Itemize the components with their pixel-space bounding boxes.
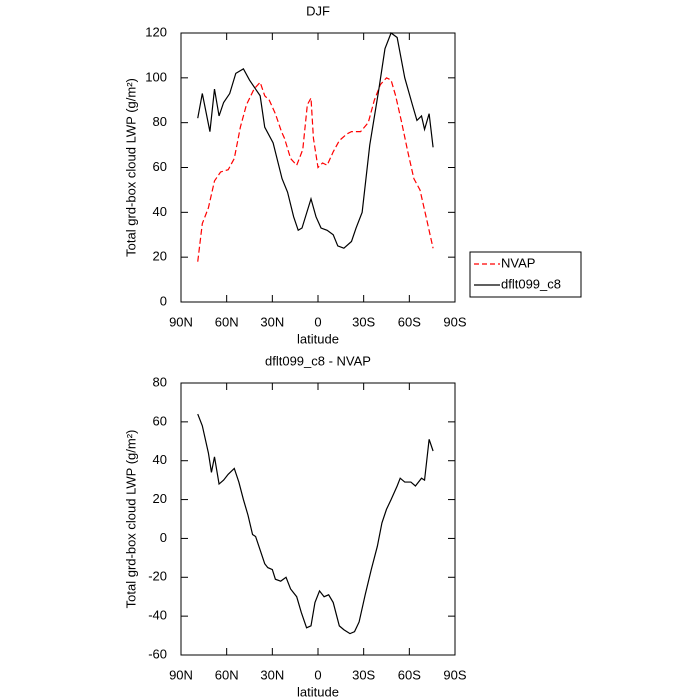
data-line [197, 77, 434, 262]
y-tick-label: 0 [160, 293, 167, 308]
y-tick-label: -60 [148, 646, 167, 661]
y-tick-label: 80 [153, 114, 167, 129]
y-tick-label: -40 [148, 608, 167, 623]
y-tick-label: 120 [145, 24, 167, 39]
plot-frame [180, 382, 456, 656]
y-tick-label: 20 [153, 491, 167, 506]
y-tick-label: 40 [153, 204, 167, 219]
y-tick-label: 60 [153, 413, 167, 428]
x-tick-label: 0 [314, 667, 321, 682]
x-tick-label: 30N [260, 667, 284, 682]
x-tick-label: 30S [352, 667, 375, 682]
x-tick-label: 30N [260, 314, 284, 329]
legend-box [469, 251, 582, 298]
y-tick-label: 0 [160, 530, 167, 545]
legend-label: NVAP [501, 255, 535, 270]
x-tick-label: 60S [398, 667, 421, 682]
y-tick-label: 80 [153, 374, 167, 389]
y-tick-label: 60 [153, 159, 167, 174]
legend-label: dflt099_c8 [501, 276, 561, 291]
x-tick-label: 30S [352, 314, 375, 329]
x-tick-label: 90S [443, 667, 466, 682]
x-axis-label: latitude [297, 331, 339, 346]
x-tick-label: 60N [215, 314, 239, 329]
x-tick-label: 90N [169, 667, 193, 682]
chart-title: dflt099_c8 - NVAP [265, 353, 371, 368]
y-axis-label: Total grd-box cloud LWP (g/m²) [123, 78, 138, 257]
y-tick-label: 100 [145, 69, 167, 84]
data-line [197, 413, 434, 635]
chart-title: DJF [306, 3, 330, 18]
y-tick-label: -20 [148, 569, 167, 584]
x-tick-label: 60S [398, 314, 421, 329]
y-tick-label: 20 [153, 249, 167, 264]
x-tick-label: 90S [443, 314, 466, 329]
y-axis-label: Total grd-box cloud LWP (g/m²) [123, 430, 138, 609]
x-tick-label: 90N [169, 314, 193, 329]
y-tick-label: 40 [153, 452, 167, 467]
data-line [197, 32, 434, 249]
x-tick-label: 60N [215, 667, 239, 682]
x-axis-label: latitude [297, 684, 339, 699]
x-tick-label: 0 [314, 314, 321, 329]
